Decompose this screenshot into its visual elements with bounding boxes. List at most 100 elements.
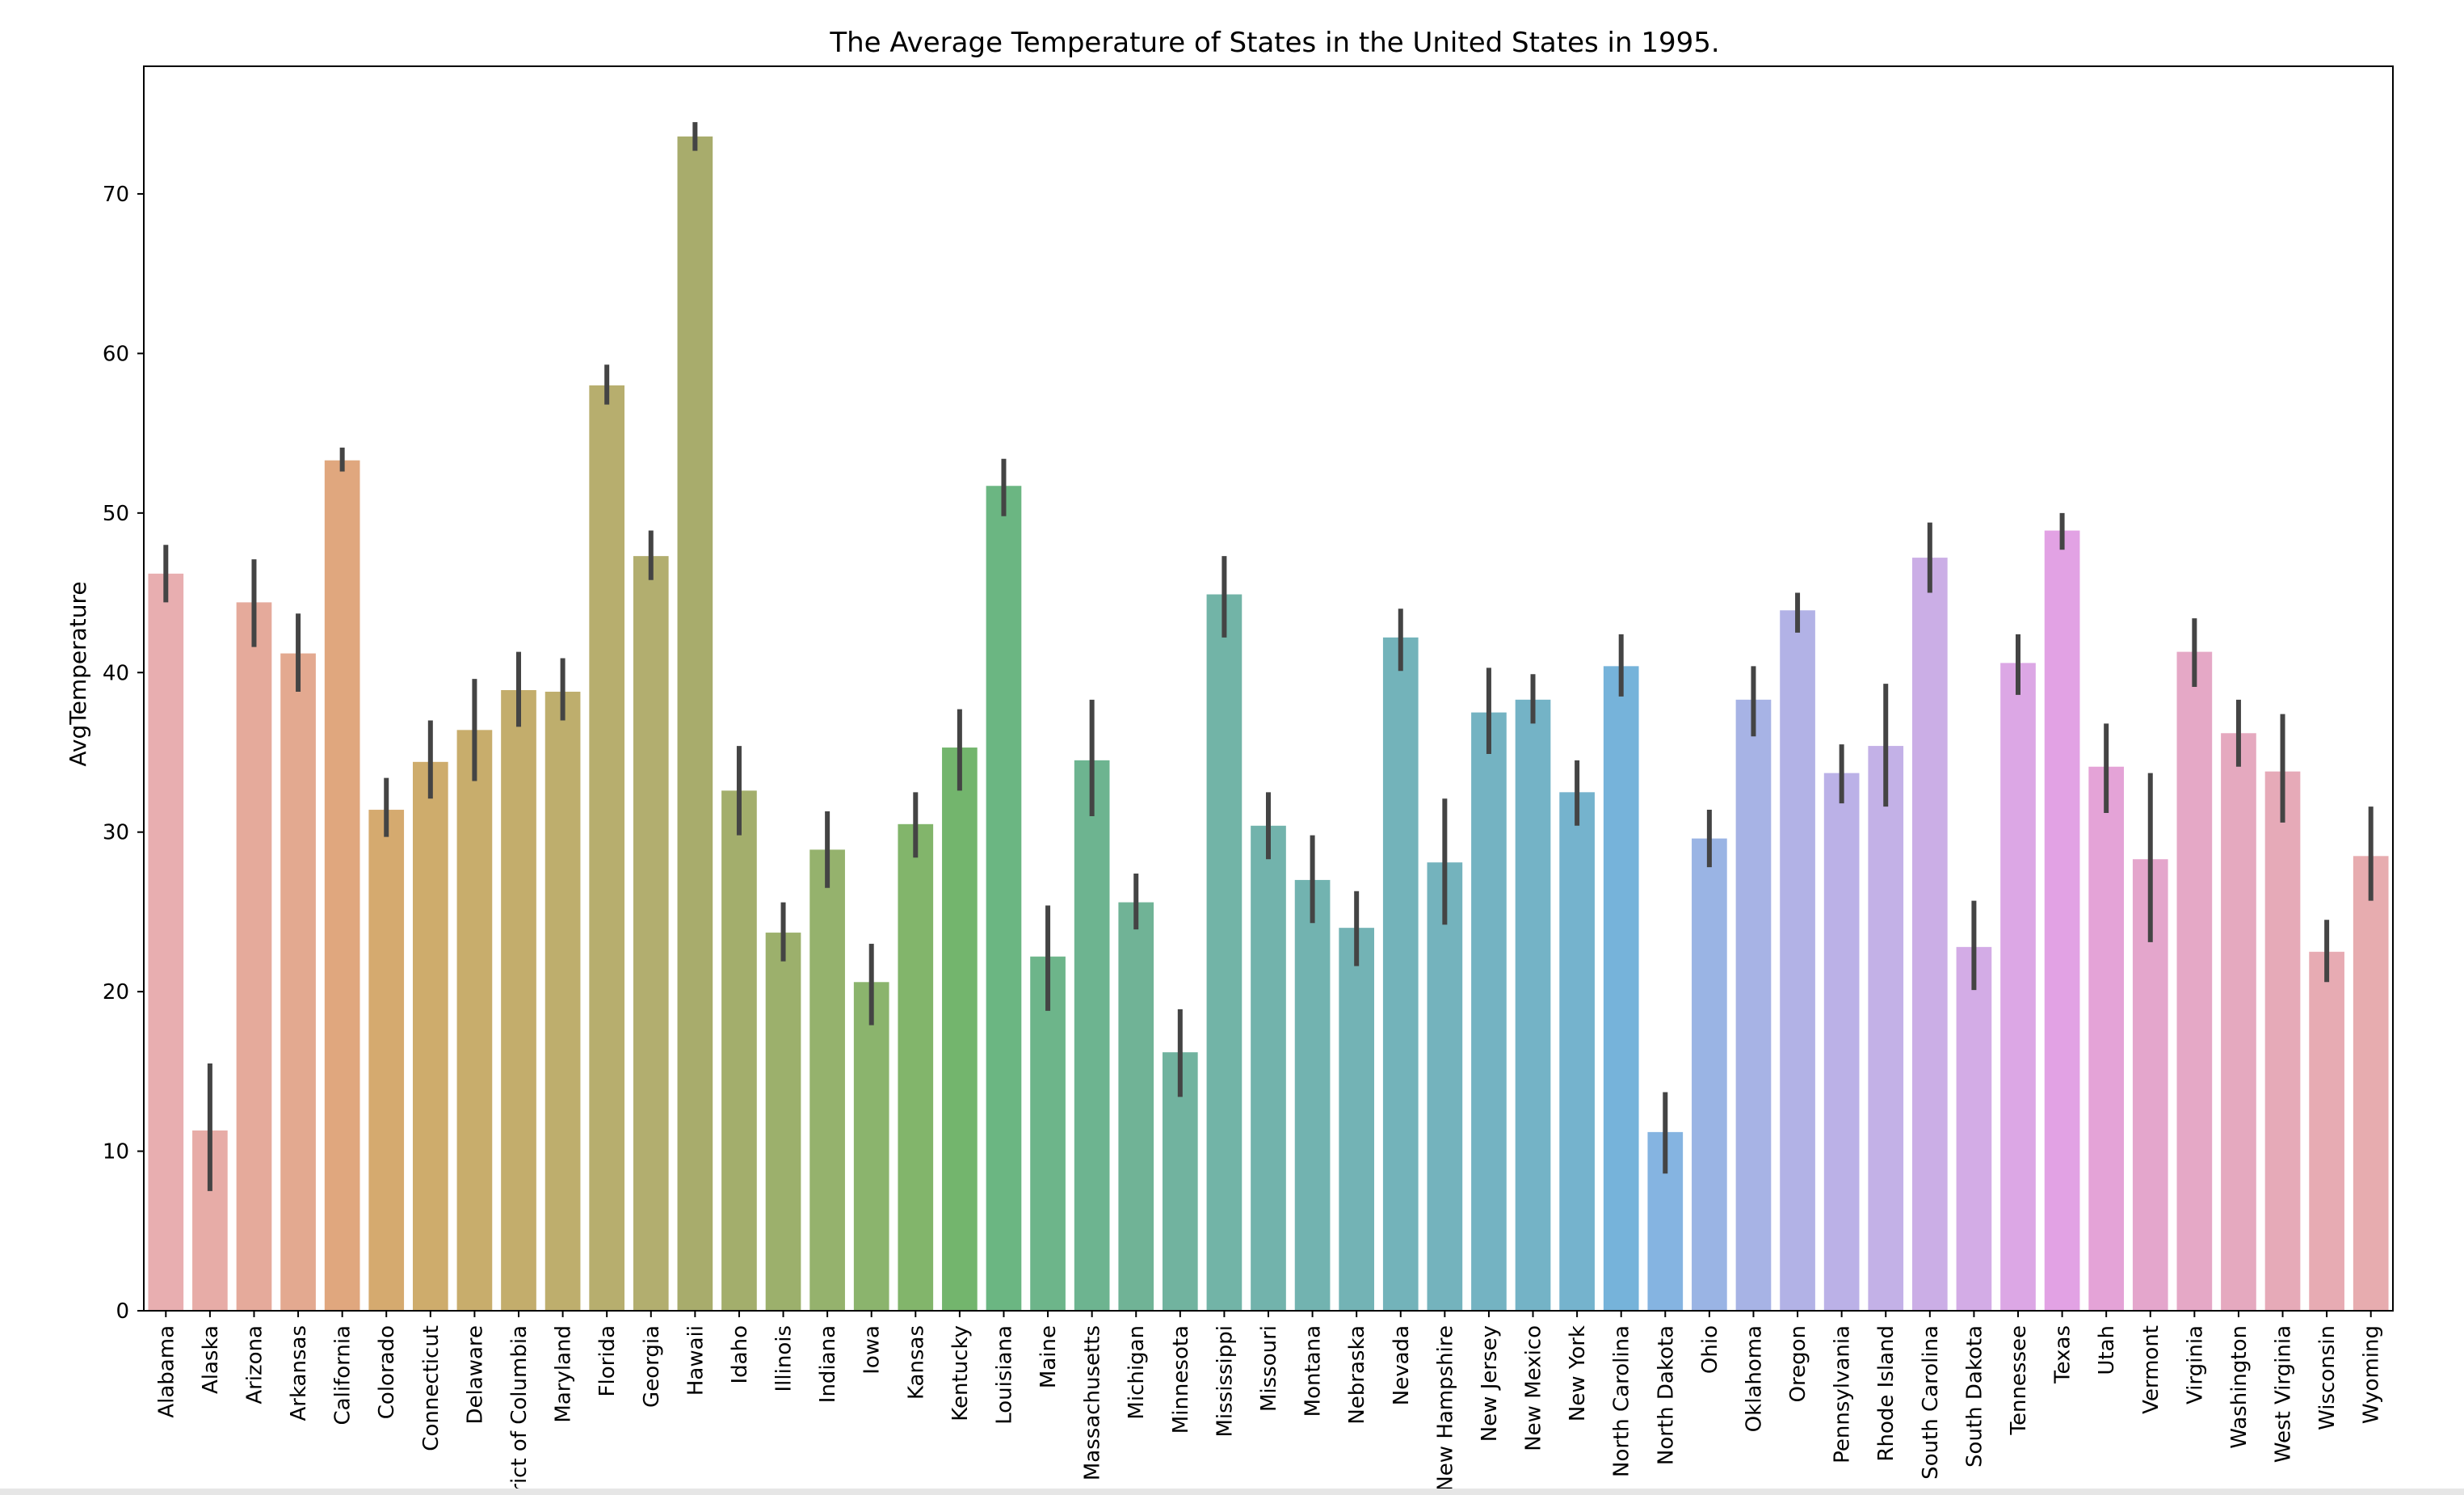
bar-north-carolina: [1603, 666, 1639, 1311]
x-tick-label-florida: Florida: [595, 1325, 620, 1396]
x-tick-label-oregon: Oregon: [1786, 1325, 1810, 1402]
x-tick-label-utah: Utah: [2095, 1325, 2119, 1375]
bar-hawaii: [677, 136, 713, 1311]
bar-utah: [2088, 766, 2125, 1311]
bar-idaho: [721, 790, 757, 1311]
bar-ohio: [1692, 838, 1727, 1311]
x-tick-label-south-carolina: South Carolina: [1919, 1325, 1943, 1480]
x-tick-label-new-mexico: New Mexico: [1522, 1325, 1546, 1451]
y-tick-label: 20: [103, 980, 129, 1004]
x-tick-label-hawaii: Hawaii: [683, 1325, 708, 1396]
bar-rhode-island: [1868, 746, 1904, 1311]
bar-nevada: [1382, 637, 1419, 1311]
bar-kansas: [898, 823, 934, 1311]
bar-south-dakota: [1956, 946, 1992, 1311]
x-tick-label-north-carolina: North Carolina: [1610, 1325, 1634, 1477]
bars-layer: [148, 136, 2389, 1311]
bar-florida: [589, 385, 625, 1311]
x-tick-label-georgia: Georgia: [640, 1325, 664, 1408]
x-tick-label-illinois: Illinois: [772, 1325, 797, 1392]
x-tick-label-delaware: Delaware: [463, 1325, 487, 1424]
bar-district-of-columbia: [501, 689, 536, 1311]
bar-south-carolina: [1911, 558, 1948, 1311]
x-tick-label-ohio: Ohio: [1698, 1325, 1722, 1374]
x-tick-label-arizona: Arizona: [242, 1325, 267, 1404]
bar-alabama: [148, 573, 184, 1311]
x-tick-label-california: California: [331, 1325, 355, 1425]
x-tick-label-vermont: Vermont: [2139, 1325, 2163, 1414]
bar-arkansas: [280, 653, 316, 1311]
bar-new-mexico: [1515, 699, 1551, 1311]
window-bottom-strip: [0, 1489, 2464, 1495]
y-tick-label: 70: [103, 183, 129, 207]
bar-maryland: [545, 691, 581, 1311]
bar-arizona: [236, 602, 272, 1311]
x-tick-label-kansas: Kansas: [904, 1325, 928, 1400]
bar-louisiana: [986, 486, 1022, 1311]
bar-oregon: [1780, 610, 1815, 1311]
bar-connecticut: [412, 761, 448, 1311]
bar-new-hampshire: [1427, 862, 1463, 1311]
x-tick-label-rhode-island: Rhode Island: [1874, 1325, 1898, 1462]
y-tick-label: 40: [103, 661, 129, 685]
x-tick-label-minnesota: Minnesota: [1169, 1325, 1193, 1434]
bar-illinois: [765, 933, 801, 1311]
x-tick-label-louisiana: Louisiana: [992, 1325, 1016, 1425]
bar-iowa: [853, 982, 889, 1311]
bar-mississippi: [1206, 594, 1243, 1311]
bar-michigan: [1118, 902, 1154, 1311]
bar-new-jersey: [1471, 712, 1507, 1311]
bar-kentucky: [942, 748, 978, 1311]
bar-oklahoma: [1735, 699, 1772, 1311]
x-tick-label-massachusetts: Massachusetts: [1081, 1325, 1105, 1480]
bar-colorado: [368, 810, 405, 1311]
x-tick-label-nebraska: Nebraska: [1345, 1325, 1369, 1425]
y-axis-ticks: 0 10 20 30 40 50 60 70: [103, 183, 144, 1324]
plot-area-frame: [143, 65, 2394, 1312]
x-tick-label-indiana: Indiana: [816, 1325, 840, 1403]
bar-nebraska: [1339, 928, 1375, 1311]
x-tick-label-district-of-columbia: District of Columbia: [507, 1325, 532, 1495]
y-tick-label: 50: [103, 502, 129, 526]
x-tick-label-north-dakota: North Dakota: [1654, 1325, 1678, 1465]
x-tick-label-iowa: Iowa: [860, 1325, 885, 1375]
x-tick-label-maine: Maine: [1036, 1325, 1061, 1388]
x-tick-label-connecticut: Connecticut: [419, 1325, 444, 1451]
y-tick-label: 10: [103, 1140, 129, 1164]
x-tick-label-maryland: Maryland: [552, 1325, 576, 1423]
x-axis-ticks: Alabama Alaska Arizona Arkansas California Co…: [154, 1311, 2384, 1495]
x-tick-label-south-dakota: South Dakota: [1962, 1325, 1987, 1468]
y-tick-label: 30: [103, 821, 129, 845]
chart-title: The Average Temperature of States in the…: [829, 27, 1719, 59]
bar-massachusetts: [1074, 760, 1110, 1311]
bar-montana: [1294, 879, 1331, 1311]
x-tick-label-tennessee: Tennessee: [2007, 1325, 2031, 1436]
y-tick-label: 60: [103, 342, 129, 366]
x-tick-label-texas: Texas: [2051, 1325, 2075, 1384]
x-tick-label-west-virginia: West Virginia: [2272, 1325, 2296, 1463]
bar-california: [324, 460, 360, 1311]
x-tick-label-new-hampshire: New Hampshire: [1433, 1325, 1457, 1492]
y-axis-label: AvgTemperature: [65, 581, 91, 766]
x-tick-label-kentucky: Kentucky: [948, 1325, 973, 1421]
bar-west-virginia: [2264, 771, 2301, 1311]
bar-texas: [2044, 530, 2080, 1311]
x-tick-label-alabama: Alabama: [154, 1325, 179, 1418]
x-tick-label-virginia: Virginia: [2183, 1325, 2207, 1404]
x-tick-label-montana: Montana: [1301, 1325, 1326, 1417]
bar-wyoming: [2353, 856, 2389, 1311]
x-tick-label-michigan: Michigan: [1125, 1325, 1149, 1420]
bar-washington: [2221, 733, 2256, 1311]
x-tick-label-pennsylvania: Pennsylvania: [1831, 1325, 1855, 1463]
x-tick-label-new-jersey: New Jersey: [1478, 1325, 1502, 1442]
bar-missouri: [1251, 825, 1286, 1311]
x-tick-label-oklahoma: Oklahoma: [1742, 1325, 1766, 1432]
bar-new-york: [1559, 792, 1595, 1311]
x-tick-label-idaho: Idaho: [728, 1325, 752, 1384]
bar-maine: [1030, 956, 1066, 1311]
x-tick-label-wyoming: Wyoming: [2360, 1325, 2384, 1424]
x-tick-label-colorado: Colorado: [375, 1325, 399, 1419]
y-tick-label: 0: [116, 1299, 129, 1324]
x-tick-label-new-york: New York: [1566, 1325, 1590, 1421]
